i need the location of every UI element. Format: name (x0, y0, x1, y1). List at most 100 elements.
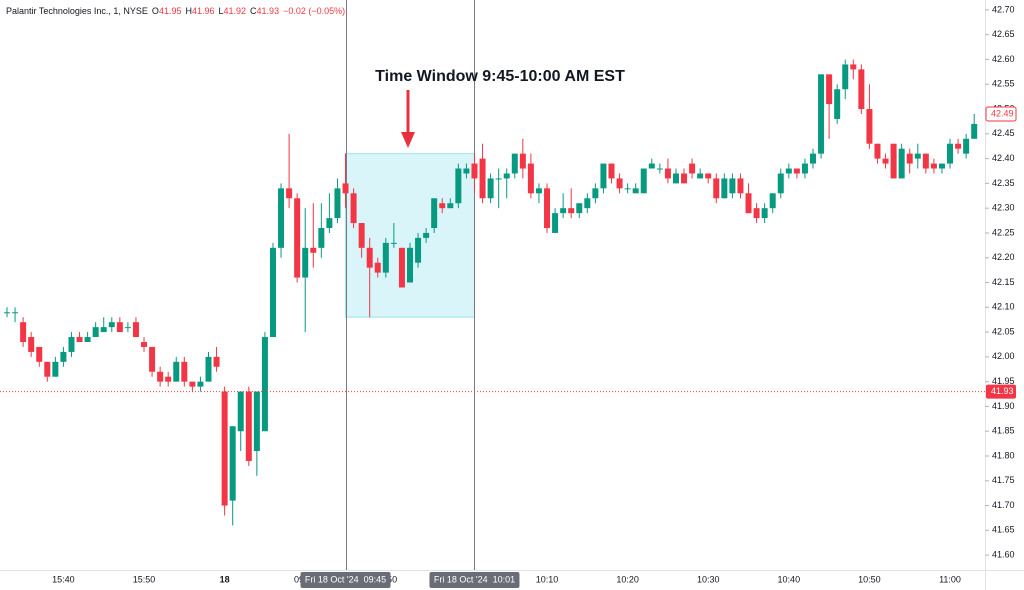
candle-body (318, 228, 325, 248)
candle-body (866, 109, 873, 144)
candle-body (44, 361, 51, 377)
last-price-bg (985, 106, 1017, 122)
candle-body (84, 337, 91, 342)
candle-body (132, 322, 139, 338)
candle-body (447, 203, 454, 209)
candle-body (761, 208, 768, 219)
candle-body (197, 381, 204, 387)
candle-body (407, 247, 413, 283)
candle-body (141, 342, 148, 347)
candle-body (374, 262, 381, 273)
y-tick-label: 42.25 (992, 227, 1015, 237)
candle-body (737, 178, 744, 194)
time-marker-label: Fri 18 Oct '24 10:01 (434, 574, 515, 584)
crosshair-label: 41.93 (991, 386, 1014, 396)
candle-body (479, 158, 486, 199)
candle-body (229, 426, 236, 501)
x-tick-label: 15:40 (52, 574, 75, 584)
candle-body (157, 371, 164, 382)
candle-body (664, 168, 671, 179)
candle-body (4, 312, 10, 314)
candle-body (173, 361, 180, 382)
ohlc-value: 41.96 (191, 6, 215, 16)
candle-body (181, 361, 188, 382)
candle-body (527, 163, 534, 194)
candle-body (616, 178, 623, 189)
x-tick-label: 10:30 (697, 574, 720, 584)
candle-body (930, 163, 937, 169)
candle-body (495, 178, 502, 180)
candle-body (423, 232, 430, 238)
x-tick-label: 10:50 (858, 574, 881, 584)
candle-body (358, 223, 365, 248)
candle-body (568, 208, 575, 214)
candle-body (842, 64, 849, 90)
candle-body (269, 247, 276, 338)
y-tick-label: 41.95 (992, 376, 1015, 386)
candle-body (36, 346, 43, 362)
candle-body (286, 188, 293, 199)
candle-body (850, 64, 857, 70)
candle-body (576, 203, 583, 214)
x-tick-label: 11:00 (939, 574, 961, 584)
candle-body (560, 208, 567, 214)
candle-body (149, 346, 156, 372)
candle-body (906, 153, 913, 164)
candle-body (753, 208, 760, 219)
candle-body (455, 168, 462, 204)
y-tick-label: 42.60 (992, 54, 1015, 64)
candle-body (552, 213, 559, 233)
candle-body (108, 322, 115, 328)
candle-body (640, 168, 647, 194)
candle-body (592, 188, 599, 199)
candle-body (52, 361, 59, 377)
x-tick-label: 10:10 (536, 574, 559, 584)
candle-body (713, 178, 720, 199)
symbol: Palantir Technologies Inc., 1, NYSE (6, 6, 148, 16)
y-tick-label: 42.10 (992, 302, 1015, 312)
candle-body (503, 173, 510, 179)
candle-body (463, 168, 470, 174)
time-marker-label: Fri 18 Oct '24 09:45 (305, 574, 386, 584)
y-tick-label: 41.65 (992, 525, 1015, 535)
x-tick-label: 10:20 (616, 574, 639, 584)
y-tick-label: 42.30 (992, 203, 1015, 213)
candle-body (165, 376, 172, 382)
y-tick-label: 42.40 (992, 153, 1015, 163)
y-tick-label: 42.05 (992, 326, 1015, 336)
y-tick-label: 42.65 (992, 29, 1015, 39)
candle-body (334, 188, 341, 219)
candle-body (777, 173, 784, 194)
candle-body (801, 163, 808, 174)
candle-body (971, 123, 978, 139)
ohlc-value: 41.95 (158, 6, 182, 16)
candle-body (415, 237, 422, 263)
candle-body (882, 158, 889, 164)
candle-body (624, 188, 631, 190)
candle-body (793, 168, 800, 174)
candle-body (584, 198, 591, 209)
candle-body (769, 193, 776, 209)
ohlc-key: L (218, 6, 224, 16)
candle-body (922, 153, 929, 169)
time-marker-bg (429, 572, 520, 588)
candle-body (648, 163, 655, 169)
candle-body (511, 153, 518, 174)
candle-body (858, 69, 865, 110)
arrow-head (401, 132, 415, 148)
y-tick-label: 41.90 (992, 401, 1015, 411)
candle-body (237, 391, 244, 432)
x-tick-label: 15:50 (133, 574, 156, 584)
y-tick-label: 42.20 (992, 252, 1015, 262)
time-marker-bg (300, 572, 391, 588)
candle-body (431, 198, 438, 228)
candle-body (810, 153, 816, 164)
candle-body (632, 188, 639, 194)
legend: Palantir Technologies Inc., 1, NYSE O41.9… (6, 6, 345, 16)
candle-body (390, 242, 397, 244)
y-tick-label: 41.80 (992, 450, 1015, 460)
change: −0.02 (−0.05%) (283, 6, 346, 16)
candle-body (213, 356, 220, 367)
candle-body (955, 143, 962, 149)
candle-body (487, 178, 494, 199)
